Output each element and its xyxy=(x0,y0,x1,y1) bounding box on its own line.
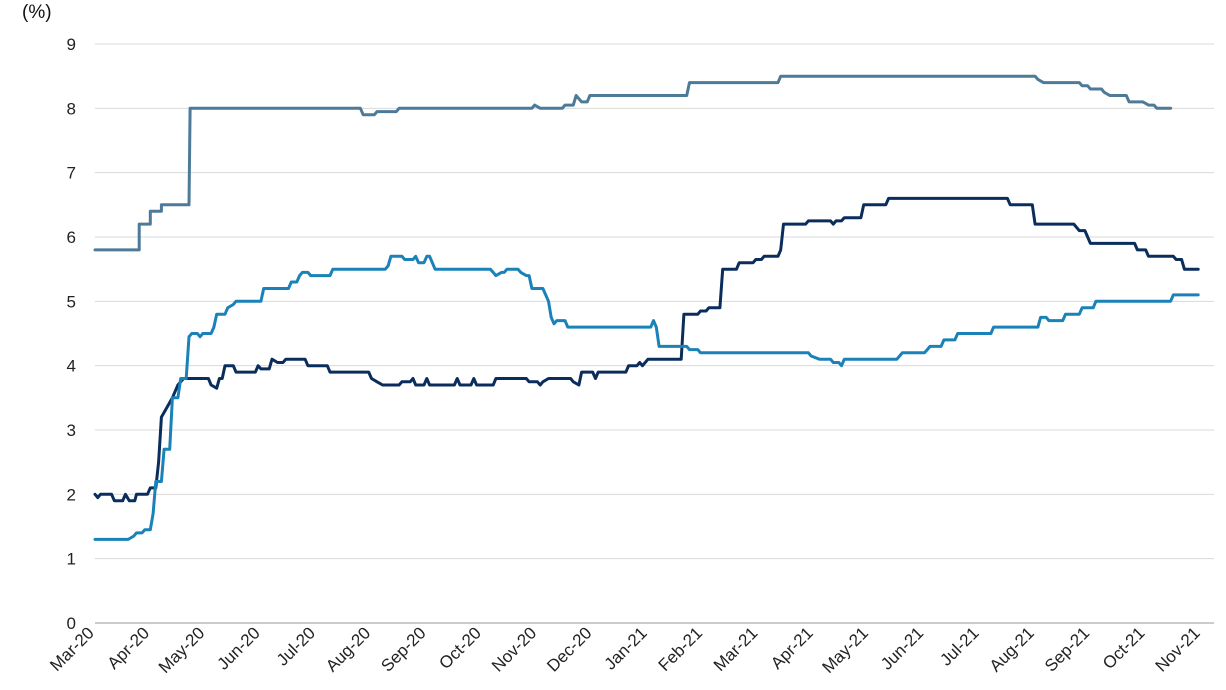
x-tick-label: Jan-21 xyxy=(601,623,651,673)
x-tick-label: Mar-21 xyxy=(710,623,762,675)
x-tick-label: Jun-20 xyxy=(214,623,264,673)
x-tick-label: Dec-20 xyxy=(543,623,595,675)
x-tick-label: Oct-21 xyxy=(1099,623,1149,673)
series-line-1 xyxy=(93,74,1173,252)
x-tick-label: Nov-20 xyxy=(488,623,540,675)
x-tick-label: Sep-20 xyxy=(377,623,429,675)
y-tick-label: 8 xyxy=(67,99,76,118)
y-tick-label: 5 xyxy=(67,292,76,311)
x-tick-label: Aug-20 xyxy=(322,623,374,675)
x-tick-label: May-21 xyxy=(819,623,873,677)
x-tick-label: Nov-21 xyxy=(1152,623,1204,675)
x-tick-label: Jun-21 xyxy=(877,623,927,673)
y-tick-label: 1 xyxy=(67,550,76,569)
y-tick-label: 3 xyxy=(67,421,76,440)
x-tick-label: May-20 xyxy=(155,623,209,677)
x-tick-label: Aug-21 xyxy=(986,623,1038,675)
x-tick-label: Feb-21 xyxy=(655,623,707,675)
x-tick-label: Apr-20 xyxy=(104,623,154,673)
y-tick-label: 9 xyxy=(67,35,76,54)
y-tick-label: 7 xyxy=(67,164,76,183)
y-tick-label: 6 xyxy=(67,228,76,247)
x-tick-label: Oct-20 xyxy=(435,623,485,673)
x-tick-label: Jul-20 xyxy=(273,623,319,669)
y-tick-label: 0 xyxy=(67,614,76,633)
series-line-3 xyxy=(93,254,1200,541)
x-tick-label: Jul-21 xyxy=(936,623,982,669)
y-tick-label: 2 xyxy=(67,485,76,504)
x-tick-label: Apr-21 xyxy=(767,623,817,673)
y-tick-label: 4 xyxy=(67,357,76,376)
series-line-2 xyxy=(93,196,1200,503)
y-axis-label: (%) xyxy=(22,2,52,23)
x-tick-label: Sep-21 xyxy=(1041,623,1093,675)
